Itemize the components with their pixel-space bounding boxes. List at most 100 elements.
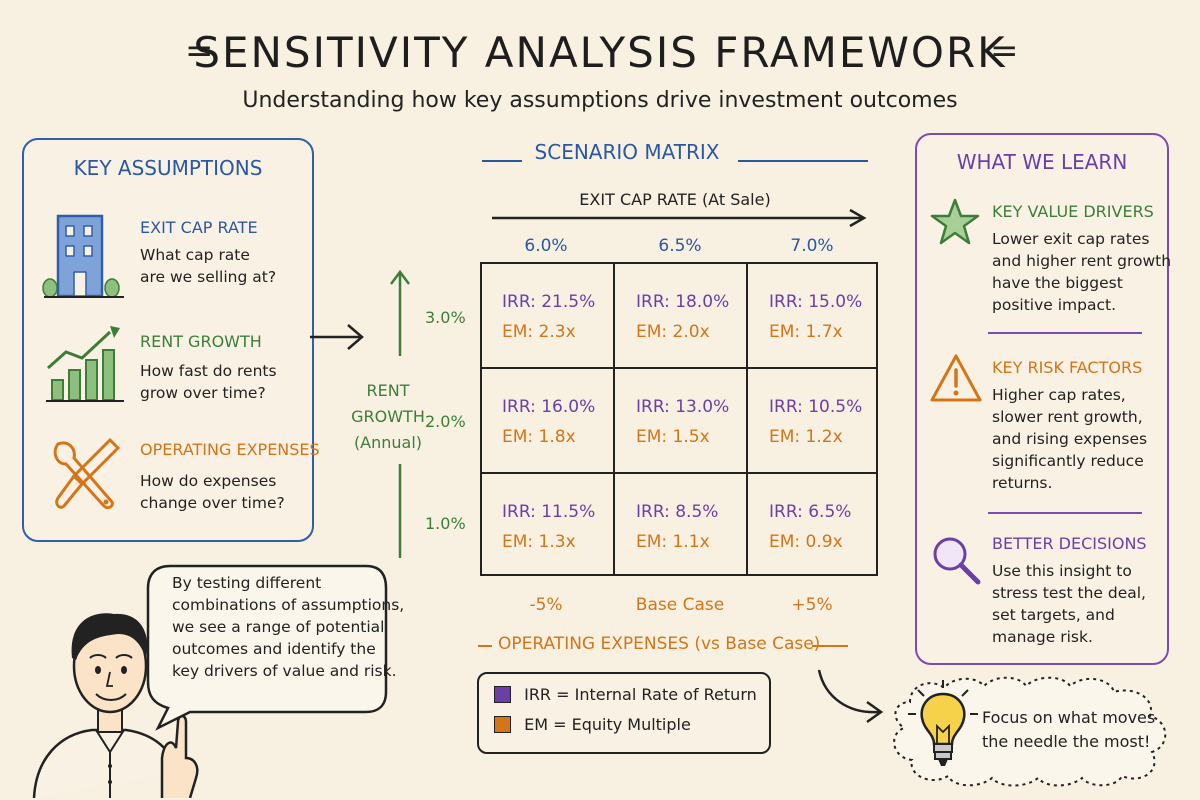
cell-em: EM: 0.9x xyxy=(769,532,843,552)
matrix-cell: IRR: 15.0% EM: 1.7x xyxy=(769,287,862,347)
opex-rule-left xyxy=(478,645,492,647)
y-axis-label-line: (Annual) xyxy=(353,433,423,452)
learn-text-value-drivers: Lower exit cap rates and higher rent gro… xyxy=(992,228,1171,316)
cell-em: EM: 1.5x xyxy=(636,427,710,447)
cell-em: EM: 1.2x xyxy=(769,427,843,447)
page-title: SENSITIVITY ANALYSIS FRAMEWORK xyxy=(193,28,1007,77)
cell-irr: IRR: 10.5% xyxy=(769,397,863,417)
em-swatch xyxy=(494,716,511,733)
learn-line: and rising expenses xyxy=(992,430,1148,448)
learn-line: have the biggest xyxy=(992,274,1123,292)
learn-line: slower rent growth, xyxy=(992,408,1143,426)
cell-em: EM: 1.1x xyxy=(636,532,710,552)
speech-bubble-text: By testing different combinations of ass… xyxy=(172,572,404,682)
assumption-line: are we selling at? xyxy=(140,268,277,286)
cell-irr: IRR: 15.0% xyxy=(769,292,863,312)
learn-line: set targets, and xyxy=(992,606,1115,624)
y-axis-label-line: GROWTH xyxy=(351,407,425,426)
learn-line: positive impact. xyxy=(992,296,1116,314)
matrix-cell: IRR: 11.5% EM: 1.3x xyxy=(502,497,595,557)
legend-item-em: EM = Equity Multiple xyxy=(494,714,691,734)
cell-em: EM: 1.8x xyxy=(502,427,576,447)
arrow-right-icon xyxy=(310,324,364,350)
tip-line: Focus on what moves xyxy=(982,708,1156,727)
grid-line xyxy=(613,262,615,576)
presenter-illustration xyxy=(32,613,199,798)
tip-line: the needle the most! xyxy=(982,732,1151,751)
assumption-title-rent-growth: RENT GROWTH xyxy=(140,332,262,351)
opex-column-label: +5% xyxy=(791,595,833,615)
matrix-cell: IRR: 6.5% EM: 0.9x xyxy=(769,497,851,557)
cell-irr: IRR: 18.0% xyxy=(636,292,730,312)
matrix-title: SCENARIO MATRIX xyxy=(534,140,720,164)
matrix-title-rule-right xyxy=(738,160,868,162)
y-axis-label-line: RENT xyxy=(366,381,410,400)
cell-irr: IRR: 16.0% xyxy=(502,397,596,417)
learn-divider xyxy=(988,332,1142,334)
speech-line: By testing different xyxy=(172,574,322,592)
grid-line xyxy=(480,472,878,474)
grid-line xyxy=(746,262,748,576)
learn-title-better-decisions: BETTER DECISIONS xyxy=(992,534,1147,553)
learn-line: significantly reduce xyxy=(992,452,1144,470)
cell-em: EM: 1.7x xyxy=(769,322,843,342)
assumption-line: How do expenses xyxy=(140,472,277,490)
column-header: 6.0% xyxy=(524,236,568,256)
legend-label-irr: IRR = Internal Rate of Return xyxy=(524,685,757,704)
learn-text-better-decisions: Use this insight to stress test the deal… xyxy=(992,560,1146,648)
irr-swatch xyxy=(494,686,511,703)
matrix-cell: IRR: 8.5% EM: 1.1x xyxy=(636,497,718,557)
column-header: 7.0% xyxy=(790,236,834,256)
opex-column-label: Base Case xyxy=(635,595,725,615)
learn-title-value-drivers: KEY VALUE DRIVERS xyxy=(992,202,1154,221)
tip-text: Focus on what moves the needle the most! xyxy=(982,706,1155,754)
learn-title-risk-factors: KEY RISK FACTORS xyxy=(992,358,1143,377)
assumption-text-exit-cap: What cap rate are we selling at? xyxy=(140,244,276,288)
learn-line: Higher cap rates, xyxy=(992,386,1126,404)
cell-em: EM: 2.0x xyxy=(636,322,710,342)
grid-line xyxy=(480,367,878,369)
learn-line: returns. xyxy=(992,474,1053,492)
y-axis-label: RENT GROWTH (Annual) xyxy=(346,378,430,456)
scenario-matrix-grid xyxy=(480,262,878,576)
x-axis-arrow xyxy=(492,208,867,228)
star-icon xyxy=(930,198,980,245)
row-header: 2.0% xyxy=(425,412,466,431)
learn-text-risk-factors: Higher cap rates, slower rent growth, an… xyxy=(992,384,1147,494)
curved-arrow-icon xyxy=(817,669,884,724)
assumption-title-exit-cap: EXIT CAP RATE xyxy=(140,218,258,237)
y-axis-arrow-up xyxy=(390,269,410,356)
assumption-text-opex: How do expenses change over time? xyxy=(140,470,285,514)
learn-line: manage risk. xyxy=(992,628,1093,646)
cell-em: EM: 2.3x xyxy=(502,322,576,342)
legend-label-em: EM = Equity Multiple xyxy=(524,715,691,734)
matrix-cell: IRR: 21.5% EM: 2.3x xyxy=(502,287,595,347)
speech-line: key drivers of value and risk. xyxy=(172,662,397,680)
cell-irr: IRR: 21.5% xyxy=(502,292,596,312)
column-header: 6.5% xyxy=(658,236,702,256)
cell-irr: IRR: 11.5% xyxy=(502,502,596,522)
what-we-learn-title: WHAT WE LEARN xyxy=(956,150,1128,174)
assumption-line: What cap rate xyxy=(140,246,250,264)
matrix-cell: IRR: 16.0% EM: 1.8x xyxy=(502,392,595,452)
assumption-line: grow over time? xyxy=(140,384,266,402)
opex-axis-label: OPERATING EXPENSES (vs Base Case) xyxy=(498,634,821,654)
cell-irr: IRR: 8.5% xyxy=(636,502,719,522)
cell-irr: IRR: 13.0% xyxy=(636,397,730,417)
matrix-cell: IRR: 10.5% EM: 1.2x xyxy=(769,392,862,452)
row-header: 1.0% xyxy=(425,514,466,533)
speech-line: combinations of assumptions, xyxy=(172,596,405,614)
key-assumptions-title: KEY ASSUMPTIONS xyxy=(73,156,263,180)
learn-line: Lower exit cap rates xyxy=(992,230,1150,248)
learn-line: and higher rent growth xyxy=(992,252,1172,270)
matrix-cell: IRR: 13.0% EM: 1.5x xyxy=(636,392,729,452)
key-assumptions-panel xyxy=(22,138,314,542)
assumption-text-rent-growth: How fast do rents grow over time? xyxy=(140,360,277,404)
magnifier-icon xyxy=(933,537,981,585)
page-subtitle: Understanding how key assumptions drive … xyxy=(242,88,958,113)
speech-bubble xyxy=(146,564,388,731)
x-axis-label: EXIT CAP RATE (At Sale) xyxy=(579,190,771,209)
lightbulb-icon xyxy=(908,680,978,766)
legend xyxy=(477,672,771,754)
warning-icon xyxy=(930,354,982,402)
